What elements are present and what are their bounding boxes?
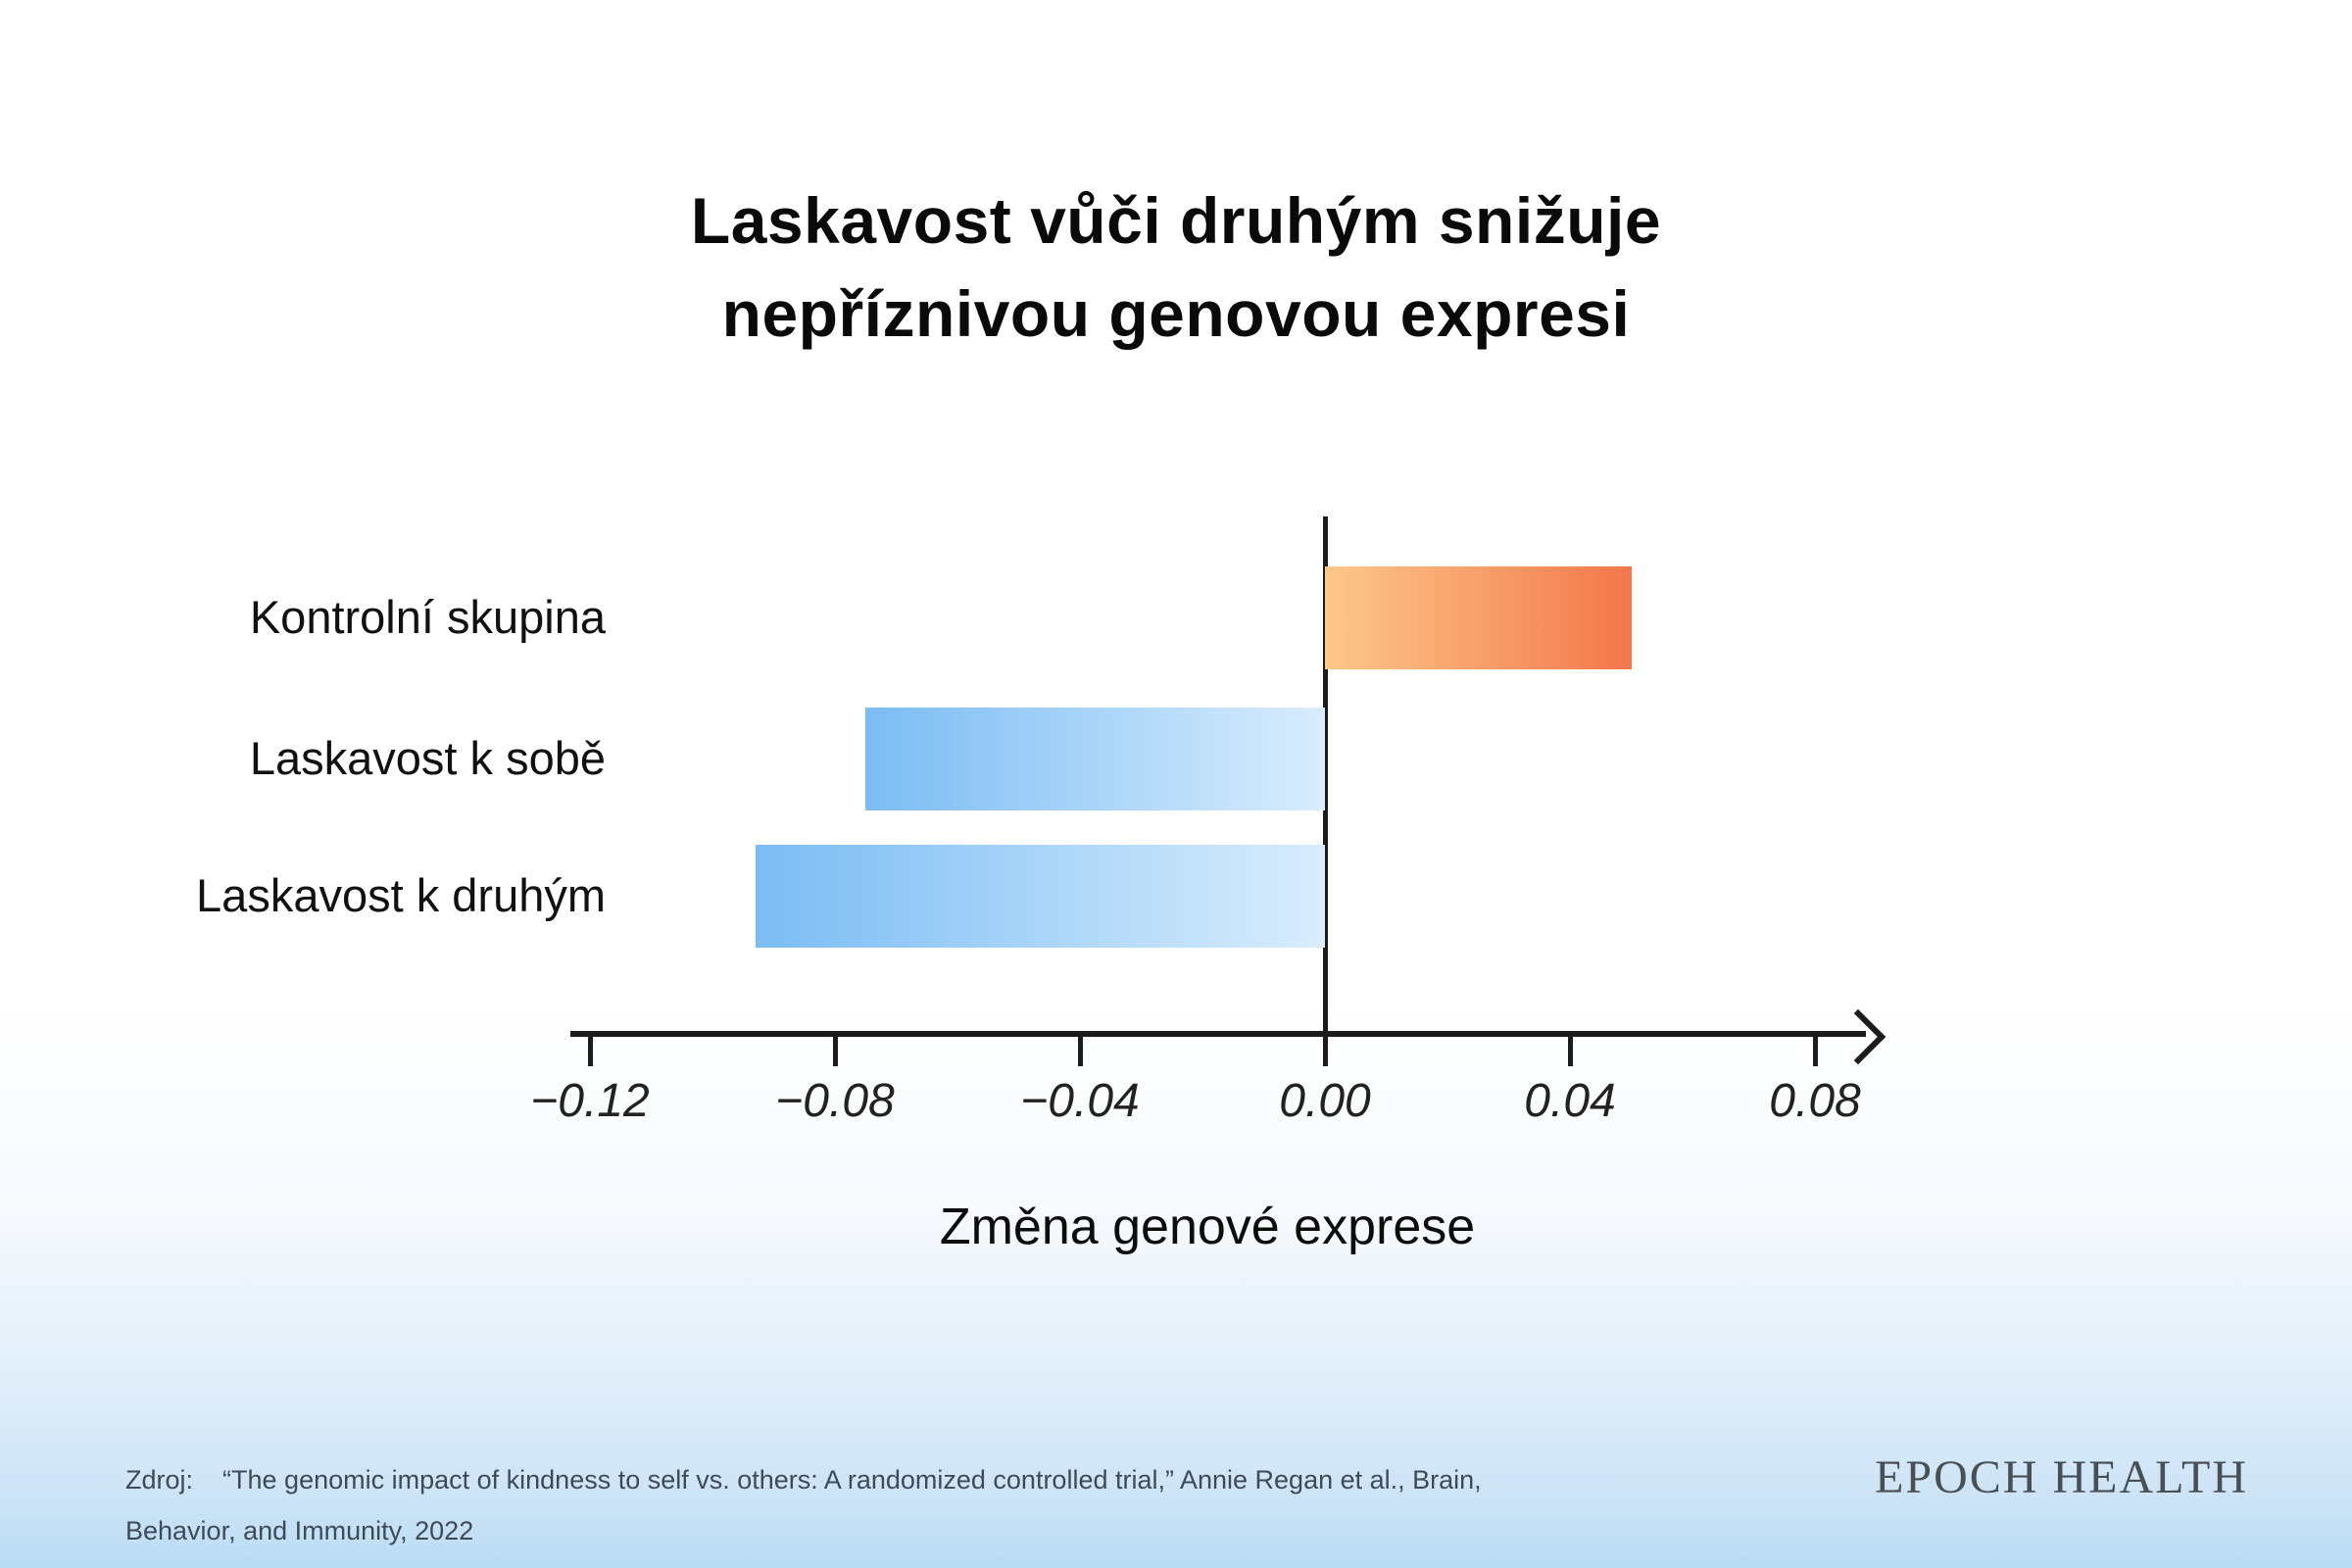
bar-control-group	[1325, 565, 1632, 669]
x-axis-tick	[1322, 1037, 1328, 1066]
x-axis-tick-label: 0.08	[1769, 1075, 1861, 1127]
category-label: Laskavost k druhým	[196, 869, 606, 921]
x-axis-tick-label: −0.12	[530, 1075, 650, 1127]
source-note: Zdroj: “The genomic impact of kindness to…	[125, 1454, 1482, 1556]
x-axis-title: Změna genové exprese	[939, 1199, 1476, 1255]
category-label: Laskavost k sobě	[249, 732, 606, 784]
x-axis-tick	[587, 1037, 593, 1066]
source-text-line-2: Behavior, and Immunity, 2022	[125, 1516, 474, 1545]
bar-kindness-to-others	[756, 844, 1325, 948]
chart-title-line-1: Laskavost vůči druhým snižuje	[690, 184, 1662, 257]
zero-axis-line	[1323, 516, 1328, 1037]
source-text-line-1: “The genomic impact of kindness to self …	[222, 1465, 1482, 1494]
x-axis-arrowhead-icon	[1830, 1008, 1886, 1065]
chart-title-line-2: nepříznivou genovou expresi	[721, 277, 1631, 350]
x-axis-line	[570, 1031, 1866, 1037]
x-axis-tick-label: 0.00	[1279, 1075, 1371, 1127]
category-label: Kontrolní skupina	[249, 591, 606, 643]
x-axis-tick-label: −0.04	[1020, 1075, 1140, 1127]
source-label: Zdroj:	[125, 1465, 194, 1494]
x-axis-tick-label: 0.04	[1524, 1075, 1616, 1127]
chart-title: Laskavost vůči druhým snižuje nepříznivo…	[0, 174, 2352, 361]
x-axis-tick	[832, 1037, 838, 1066]
x-axis-tick-label: −0.08	[775, 1075, 895, 1127]
x-axis-tick	[1812, 1037, 1818, 1066]
source-line-1: Zdroj: “The genomic impact of kindness to…	[125, 1454, 1482, 1505]
x-axis-tick	[1567, 1037, 1573, 1066]
brand-logo: EPOCH HEALTH	[1875, 1451, 2248, 1503]
x-axis-tick	[1077, 1037, 1083, 1066]
bar-kindness-to-self	[865, 707, 1325, 810]
